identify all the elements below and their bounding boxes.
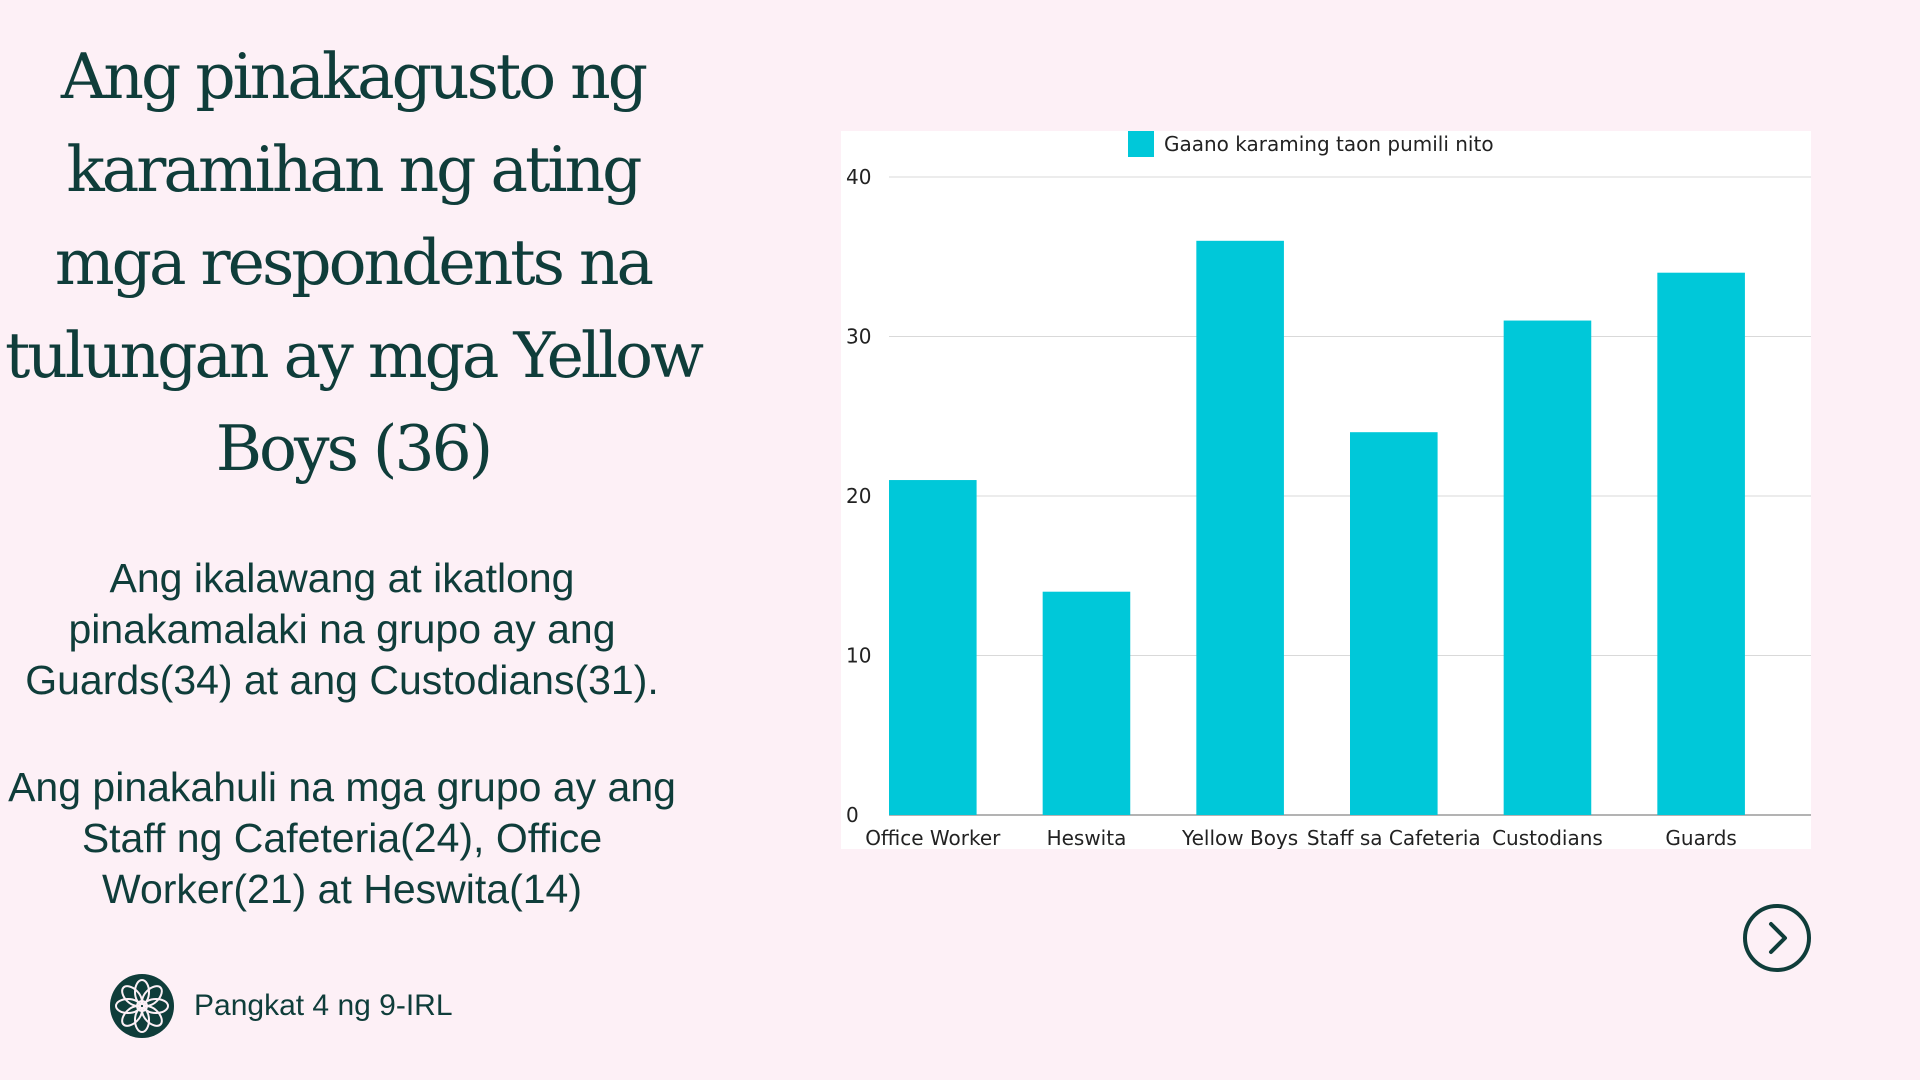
title-line: mga respondents na bbox=[54, 226, 654, 299]
y-tick-label: 20 bbox=[846, 484, 871, 508]
footer-label: Pangkat 4 ng 9-IRL bbox=[194, 989, 453, 1022]
x-tick-label: Yellow Boys bbox=[1181, 826, 1298, 849]
y-tick-label: 0 bbox=[846, 803, 859, 827]
paragraph-line: Guards(34) at ang Custodians(31). bbox=[25, 657, 659, 703]
paragraph-line: Worker(21) at Heswita(14) bbox=[102, 866, 582, 912]
title-line: tulungan ay mga Yellow bbox=[4, 319, 704, 392]
footer: Pangkat 4 ng 9-IRL bbox=[108, 972, 453, 1040]
bar bbox=[1196, 240, 1284, 816]
bar bbox=[889, 480, 977, 815]
bar bbox=[1350, 432, 1438, 815]
legend-swatch bbox=[1128, 131, 1154, 157]
paragraph-line: Ang ikalawang at ikatlong bbox=[109, 555, 575, 601]
page-title: Ang pinakagusto ng karamihan ng ating mg… bbox=[0, 30, 706, 495]
bar-chart: 0 10 20 30 40 Office Worker Heswita Yellow Boys… bbox=[841, 131, 1811, 850]
paragraph-line: pinakamalaki na grupo ay ang bbox=[68, 606, 616, 652]
paragraph-line: Ang pinakahuli na mga grupo ay ang bbox=[8, 764, 676, 810]
title-line: karamihan ng ating bbox=[66, 133, 643, 206]
bar bbox=[1042, 591, 1131, 815]
x-tick-label: Custodians bbox=[1492, 826, 1603, 849]
legend-label: Gaano karaming taon pumili nito bbox=[1164, 132, 1494, 156]
y-tick-label: 30 bbox=[846, 325, 871, 349]
bar bbox=[1503, 320, 1592, 815]
flower-mandala-icon bbox=[110, 974, 174, 1038]
x-tick-label: Heswita bbox=[1047, 826, 1127, 849]
x-tick-label: Office Worker bbox=[865, 826, 1001, 849]
y-tick-label: 40 bbox=[846, 165, 871, 189]
next-slide-button[interactable] bbox=[1742, 903, 1812, 973]
paragraph-line: Staff ng Cafeteria(24), Office bbox=[81, 815, 603, 861]
title-line: Boys (36) bbox=[215, 412, 494, 485]
summary-paragraph-bottom-groups: Ang pinakahuli na mga grupo ay ang Staff… bbox=[0, 762, 684, 915]
bar bbox=[1657, 272, 1745, 815]
y-tick-label: 10 bbox=[846, 644, 871, 668]
bar-chart-svg: 0 10 20 30 40 Office Worker Heswita Yellow Boys… bbox=[846, 131, 1811, 850]
summary-paragraph-top-groups: Ang ikalawang at ikatlong pinakamalaki n… bbox=[0, 553, 684, 706]
x-tick-label: Staff sa Cafeteria bbox=[1307, 826, 1481, 849]
x-tick-label: Guards bbox=[1665, 826, 1736, 849]
chevron-right-icon bbox=[1743, 904, 1811, 972]
title-line: Ang pinakagusto ng bbox=[60, 40, 648, 113]
